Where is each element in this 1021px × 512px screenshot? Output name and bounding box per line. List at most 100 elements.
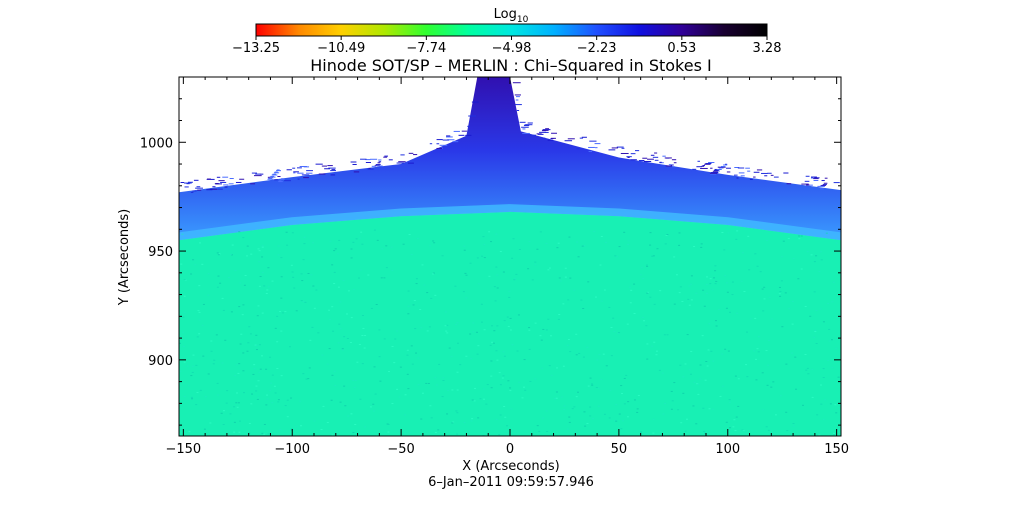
streak <box>673 162 677 164</box>
speckle <box>373 366 376 368</box>
speckle <box>432 272 435 274</box>
speckle <box>242 304 245 306</box>
speckle <box>791 352 794 354</box>
speckle <box>591 384 594 386</box>
streak <box>396 162 405 164</box>
speckle <box>511 257 514 259</box>
speckle <box>735 238 738 240</box>
speckle <box>358 343 361 345</box>
streak <box>197 189 202 191</box>
streak <box>616 146 624 148</box>
speckle <box>509 329 512 331</box>
speckle <box>782 240 785 242</box>
speckle <box>301 280 304 282</box>
speckle <box>548 267 551 269</box>
speckle <box>749 318 752 320</box>
speckle <box>216 382 219 384</box>
speckle <box>183 279 186 281</box>
x-axis: −150 −100 −50 0 50 100 150 <box>165 77 849 457</box>
speckle <box>820 384 823 386</box>
speckle <box>197 310 200 312</box>
speckle <box>352 432 355 434</box>
speckle <box>804 354 807 356</box>
streak <box>749 178 753 180</box>
speckle <box>652 255 655 257</box>
speckle <box>354 424 357 426</box>
speckle <box>346 313 349 315</box>
speckle <box>810 254 813 256</box>
speckle <box>361 335 364 337</box>
speckle <box>195 404 198 406</box>
speckle <box>568 416 571 418</box>
colorbar-tick-label: −13.25 <box>232 41 280 56</box>
streak <box>630 153 636 155</box>
speckle <box>179 370 182 372</box>
speckle <box>673 303 676 305</box>
speckle <box>509 317 512 319</box>
speckle <box>827 360 830 362</box>
streak <box>228 183 234 185</box>
speckle <box>804 305 807 307</box>
speckle <box>626 416 629 418</box>
speckle <box>545 329 548 331</box>
speckle <box>723 249 726 251</box>
streak <box>753 171 760 173</box>
speckle <box>830 339 833 341</box>
speckle <box>266 394 269 396</box>
speckle <box>357 277 360 279</box>
speckle <box>728 311 731 313</box>
speckle <box>288 346 291 348</box>
speckle <box>266 398 269 400</box>
speckle <box>514 278 517 280</box>
speckle <box>702 407 705 409</box>
speckle <box>441 396 444 398</box>
speckle <box>469 358 472 360</box>
speckle <box>463 422 466 424</box>
speckle <box>333 250 336 252</box>
speckle <box>429 245 432 247</box>
speckle <box>263 423 266 425</box>
streak <box>352 163 357 165</box>
speckle <box>218 253 221 255</box>
speckle <box>469 262 472 264</box>
speckle <box>605 365 608 367</box>
speckle <box>313 420 316 422</box>
speckle <box>388 370 391 372</box>
streak <box>259 173 264 175</box>
speckle <box>270 382 273 384</box>
speckle <box>583 245 586 247</box>
speckle <box>190 375 193 377</box>
chart-title: Hinode SOT/SP – MERLIN : Chi–Squared in … <box>310 56 711 75</box>
speckle <box>207 373 210 375</box>
speckle <box>746 376 749 378</box>
speckle <box>735 416 738 418</box>
streak <box>515 104 522 106</box>
speckle <box>390 246 393 248</box>
speckle <box>303 236 306 238</box>
speckle <box>381 248 384 250</box>
streak <box>630 159 637 161</box>
speckle <box>603 289 606 291</box>
speckle <box>767 429 770 431</box>
speckle <box>633 283 636 285</box>
streak <box>398 161 406 163</box>
streak <box>821 184 826 186</box>
speckle <box>427 382 430 384</box>
speckle <box>242 352 245 354</box>
speckle <box>490 387 493 389</box>
speckle <box>277 399 280 401</box>
streak <box>216 176 221 178</box>
streak <box>436 147 443 149</box>
speckle <box>762 409 765 411</box>
speckle <box>496 287 499 289</box>
streak <box>544 131 549 133</box>
streak <box>710 167 713 169</box>
speckle <box>649 296 652 298</box>
streak <box>700 167 708 169</box>
speckle <box>261 246 264 248</box>
speckle <box>207 273 210 275</box>
streak <box>239 178 245 180</box>
speckle <box>651 255 654 257</box>
speckle <box>477 417 480 419</box>
speckle <box>236 406 239 408</box>
